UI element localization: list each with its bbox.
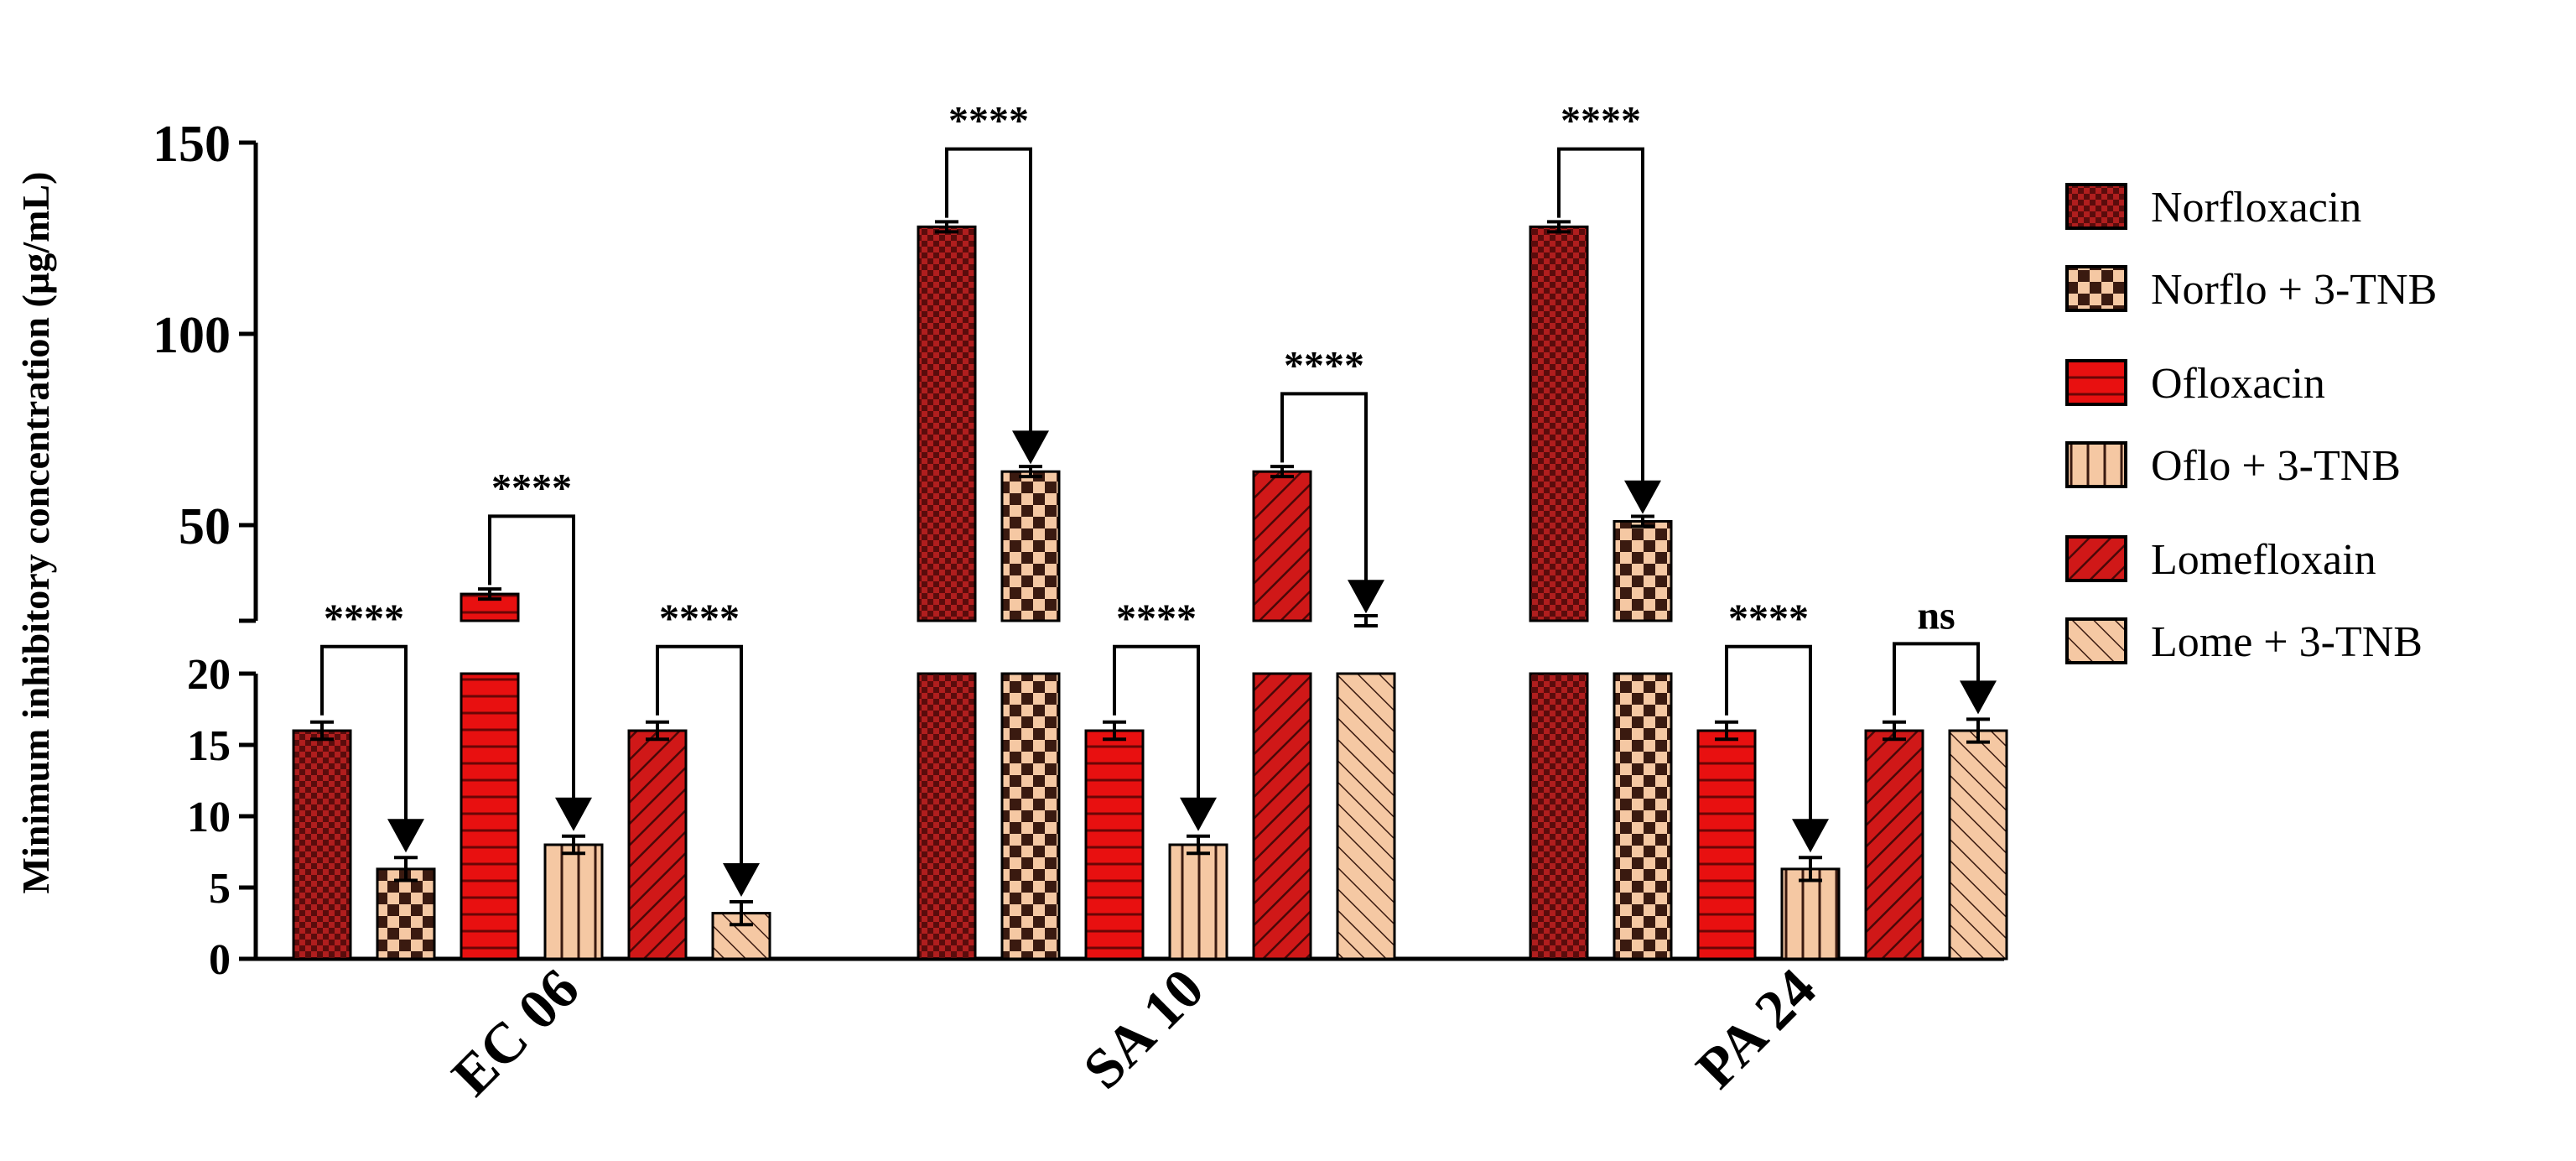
arrow-icon bbox=[723, 863, 760, 897]
significance-bracket: **** bbox=[488, 466, 592, 831]
legend-label: Oflo + 3-TNB bbox=[2151, 442, 2401, 490]
legend-swatch bbox=[2065, 359, 2127, 406]
bar bbox=[627, 729, 688, 961]
bracket-line bbox=[1113, 644, 1200, 801]
significance-label: **** bbox=[1116, 596, 1197, 641]
bar bbox=[543, 843, 604, 961]
significance-bracket: **** bbox=[1557, 99, 1661, 514]
bar-upper-segment bbox=[917, 225, 977, 622]
arrow-icon bbox=[555, 797, 592, 831]
arrow-icon bbox=[1960, 680, 1997, 715]
significance-bracket: ns bbox=[1893, 593, 1997, 716]
y-tick-label: 0 bbox=[209, 936, 231, 984]
legend-item: Lomefloxain bbox=[2065, 535, 2376, 584]
legend-item: Lome + 3-TNB bbox=[2065, 617, 2423, 666]
significance-label: **** bbox=[1561, 99, 1641, 143]
bar-lower-segment bbox=[460, 672, 520, 961]
legend-swatch bbox=[2065, 617, 2127, 664]
legend-swatch bbox=[2065, 441, 2127, 488]
x-tick-label: PA 24 bbox=[1684, 956, 1828, 1101]
bar bbox=[1168, 843, 1228, 961]
bar bbox=[711, 912, 771, 961]
significance-label: **** bbox=[948, 99, 1029, 143]
y-tick-label: 20 bbox=[187, 651, 231, 699]
significance-bracket: **** bbox=[320, 596, 424, 853]
arrow-icon bbox=[1624, 480, 1661, 514]
y-tick-label: 10 bbox=[187, 794, 231, 841]
legend-label: Norfloxacin bbox=[2151, 184, 2361, 232]
category-labels: EC 06 SA 10 PA 24 bbox=[439, 956, 1828, 1108]
legend-label: Lome + 3-TNB bbox=[2151, 618, 2423, 666]
arrow-icon bbox=[1012, 430, 1049, 465]
x-tick-label: SA 10 bbox=[1071, 956, 1216, 1101]
bracket-line bbox=[1893, 642, 1980, 716]
significance-label: **** bbox=[491, 466, 572, 510]
legend-label: Norflo + 3-TNB bbox=[2151, 266, 2437, 314]
bracket-line bbox=[320, 644, 408, 823]
bar bbox=[292, 729, 352, 961]
significance-label: ns bbox=[1917, 593, 1955, 638]
bar bbox=[1780, 867, 1841, 961]
significance-label: **** bbox=[324, 596, 404, 641]
legend-label: Ofloxacin bbox=[2151, 360, 2325, 408]
legend-swatch bbox=[2065, 535, 2127, 582]
y-tick-label: 50 bbox=[179, 498, 231, 555]
bar-upper-segment bbox=[1529, 225, 1589, 622]
legend: Norfloxacin Norflo + 3-TNB Ofloxacin Oflo +… bbox=[2065, 183, 2437, 666]
legend-swatch bbox=[2065, 265, 2127, 312]
legend-item: Norfloxacin bbox=[2065, 183, 2361, 232]
legend-label: Lomefloxain bbox=[2151, 536, 2376, 584]
significance-bracket: **** bbox=[656, 596, 760, 897]
bar-lower-segment bbox=[1613, 672, 1673, 961]
arrow-icon bbox=[1792, 819, 1829, 853]
significance-label: **** bbox=[1728, 596, 1809, 641]
legend-swatch bbox=[2065, 183, 2127, 230]
bar bbox=[1864, 729, 1924, 961]
bracket-line bbox=[1725, 644, 1812, 823]
bar bbox=[376, 867, 436, 961]
bracket-line bbox=[656, 644, 743, 867]
bar-lower-segment bbox=[1252, 672, 1312, 961]
bar-upper-segment bbox=[1000, 470, 1061, 622]
bracket-line bbox=[945, 147, 1032, 435]
significance-bracket: **** bbox=[1280, 343, 1384, 614]
significance-bracket: **** bbox=[945, 99, 1049, 465]
legend-item: Norflo + 3-TNB bbox=[2065, 265, 2437, 314]
y-tick-label: 5 bbox=[209, 865, 231, 913]
significance-brackets: **** **** **** **** **** **** **** **** ns bbox=[320, 99, 1997, 897]
arrow-icon bbox=[1348, 580, 1384, 614]
y-tick-label: 150 bbox=[153, 116, 231, 173]
bar-lower-segment bbox=[1529, 672, 1589, 961]
bar-upper-segment bbox=[1252, 470, 1312, 622]
bar bbox=[1948, 729, 2008, 961]
y-tick-label: 100 bbox=[153, 307, 231, 364]
error-bars bbox=[310, 220, 1990, 927]
bar bbox=[1696, 729, 1757, 961]
bar-lower-segment bbox=[917, 672, 977, 961]
bar-lower-segment bbox=[1336, 672, 1396, 961]
bracket-line bbox=[1557, 147, 1644, 484]
legend-item: Ofloxacin bbox=[2065, 359, 2325, 408]
arrow-icon bbox=[1180, 797, 1217, 831]
y-axis-label: Minimum inhibitory concentration (µg/mL) bbox=[14, 172, 57, 894]
bracket-line bbox=[488, 514, 575, 801]
bar-upper-segment bbox=[1613, 519, 1673, 622]
significance-label: **** bbox=[1284, 343, 1364, 388]
bracket-line bbox=[1280, 392, 1368, 584]
y-tick-label: 15 bbox=[187, 722, 231, 770]
significance-label: **** bbox=[659, 596, 740, 641]
legend-item: Oflo + 3-TNB bbox=[2065, 441, 2401, 490]
significance-bracket: **** bbox=[1113, 596, 1217, 831]
bar bbox=[1084, 729, 1145, 961]
bar-lower-segment bbox=[1000, 672, 1061, 961]
bars bbox=[292, 225, 2008, 961]
x-tick-label: EC 06 bbox=[439, 956, 591, 1108]
arrow-icon bbox=[387, 819, 424, 853]
significance-bracket: **** bbox=[1725, 596, 1829, 853]
